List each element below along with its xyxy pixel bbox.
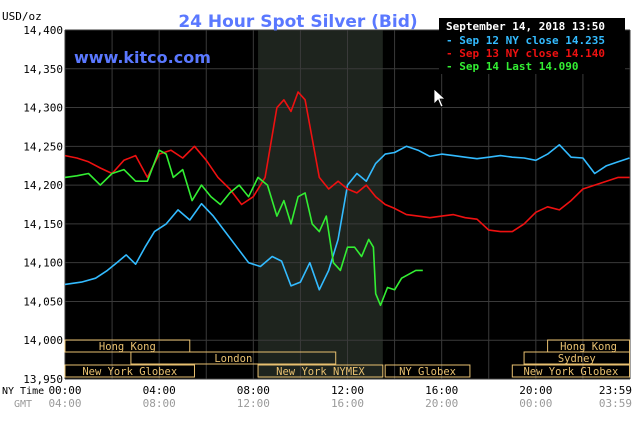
y-axis-label: USD/oz	[2, 10, 42, 23]
legend-bullet-sep14: -	[446, 60, 459, 73]
market-box-7	[511, 364, 631, 378]
market-label-6: NY Globex	[399, 366, 456, 378]
market-label-3: Sydney	[558, 353, 596, 365]
y-tick-label-4: 14,200	[23, 179, 63, 192]
x-tick-ny-1: 04:00	[143, 384, 176, 397]
chart-timestamp: September 14, 2018 13:50	[446, 20, 605, 33]
legend-label-sep13: Sep 13 NY close 14.140	[459, 47, 605, 60]
chart-title: 24 Hour Spot Silver (Bid)	[178, 12, 417, 32]
legend-bullet-sep12: -	[446, 34, 459, 47]
market-label-5: New York NYMEX	[276, 366, 365, 378]
legend-bullet-sep13: -	[446, 47, 459, 60]
market-label-2: London	[214, 353, 252, 365]
market-label-1: Hong Kong	[560, 341, 617, 353]
series-line-0	[64, 144, 630, 291]
x-tick-ny-0: 00:00	[48, 384, 81, 397]
y-tick-label-7: 14,050	[23, 295, 63, 308]
market-label-0: Hong Kong	[99, 341, 156, 353]
series-line-2	[64, 149, 423, 307]
market-label-7: New York Globex	[523, 366, 618, 378]
x-tick-gmt-5: 00:00	[519, 397, 552, 410]
x-tick-ny-4: 16:00	[425, 384, 458, 397]
market-box-0	[64, 339, 191, 353]
legend-label-sep14: Sep 14 Last 14.090	[459, 60, 578, 73]
x-tick-gmt-4: 20:00	[425, 397, 458, 410]
y-tick-label-1: 14,350	[23, 63, 63, 76]
legend-item-sep14: - Sep 14 Last 14.090	[446, 60, 578, 73]
market-box-3	[523, 351, 631, 365]
x-tick-ny-5: 20:00	[519, 384, 552, 397]
x-axis-ticks: 00:0004:0004:0008:0008:0012:0012:0016:00…	[48, 384, 632, 410]
series-line-1	[64, 91, 630, 233]
market-box-5	[257, 364, 384, 378]
site-watermark: www.kitco.com	[74, 48, 211, 67]
legend-item-sep12: - Sep 12 NY close 14.235	[446, 34, 605, 47]
legend-item-sep13: - Sep 13 NY close 14.140	[446, 47, 605, 60]
market-box-4	[64, 364, 195, 378]
y-tick-label-2: 14,300	[23, 102, 63, 115]
y-tick-label-3: 14,250	[23, 140, 63, 153]
y-tick-label-9: 13,950	[23, 373, 63, 386]
series-lines	[64, 91, 630, 307]
y-tick-label-6: 14,100	[23, 257, 63, 270]
ny-time-label: NY Time	[2, 386, 44, 397]
x-tick-ny-6: 23:59	[599, 384, 632, 397]
market-box-2	[130, 351, 337, 365]
x-tick-gmt-0: 04:00	[48, 397, 81, 410]
x-tick-ny-3: 12:00	[331, 384, 364, 397]
legend-box	[439, 18, 625, 74]
market-box-6	[384, 364, 471, 378]
x-tick-gmt-1: 08:00	[143, 397, 176, 410]
x-tick-ny-2: 08:00	[237, 384, 270, 397]
y-tick-label-5: 14,150	[23, 218, 63, 231]
nymex-session-band	[258, 30, 383, 379]
market-label-4: New York Globex	[82, 366, 177, 378]
y-tick-label-0: 14,400	[23, 24, 63, 37]
y-tick-label-8: 14,000	[23, 334, 63, 347]
gmt-label: GMT	[14, 399, 32, 410]
x-tick-gmt-3: 16:00	[331, 397, 364, 410]
mouse-cursor-icon	[433, 88, 447, 108]
x-tick-gmt-2: 12:00	[237, 397, 270, 410]
y-axis-ticks: 14,400 14,350 14,300 14,250 14,200 14,150 14,1…	[23, 24, 63, 386]
x-tick-gmt-6: 03:59	[599, 397, 632, 410]
legend-label-sep12: Sep 12 NY close 14.235	[459, 34, 605, 47]
